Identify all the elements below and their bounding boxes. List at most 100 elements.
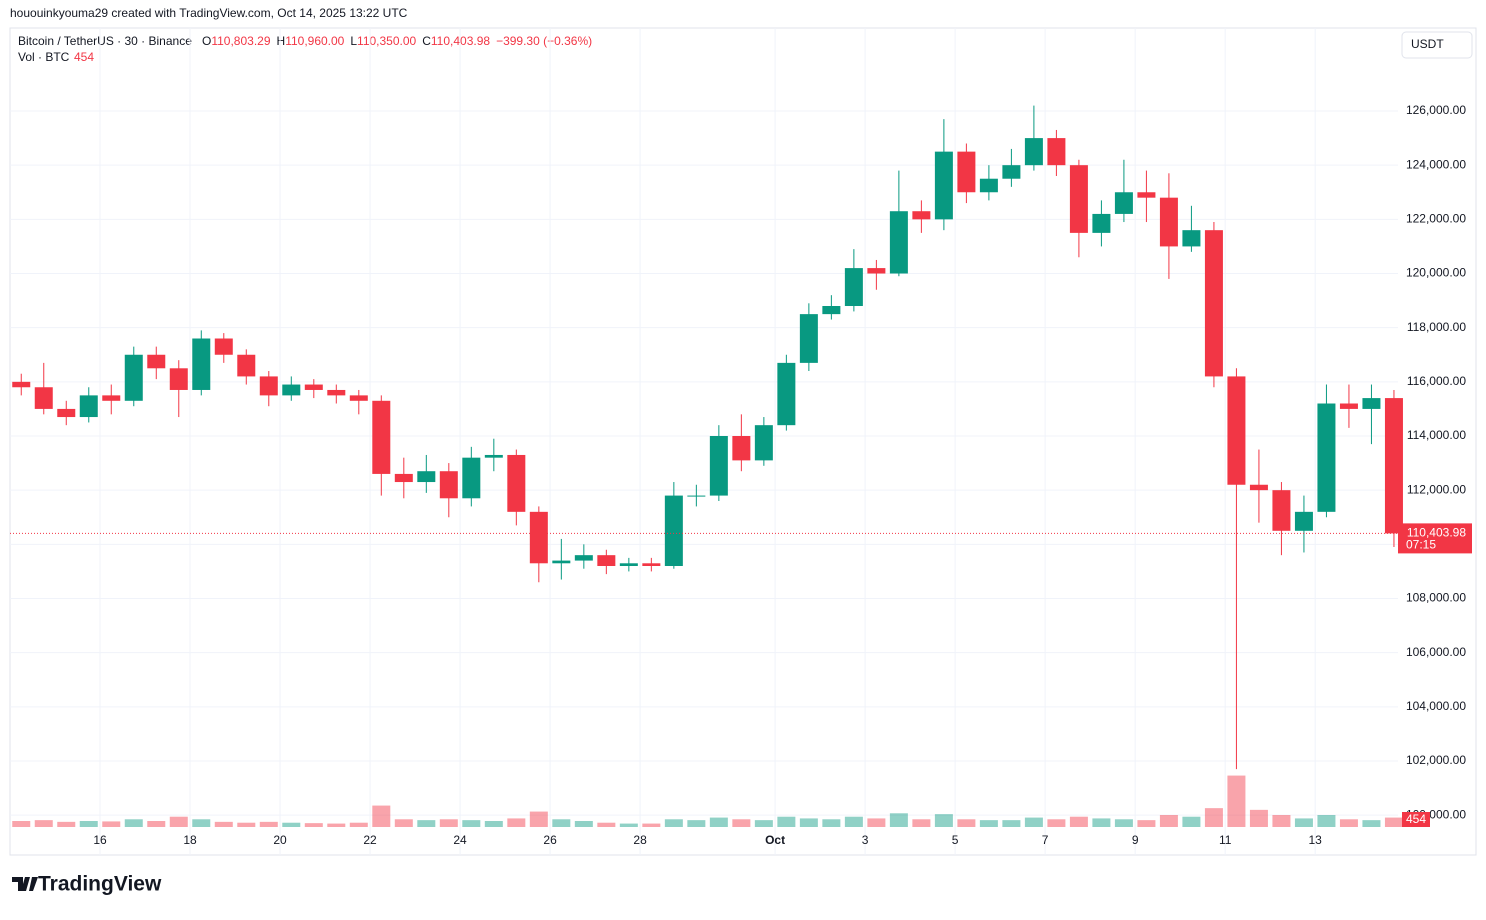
vol-tag: 454 xyxy=(1406,812,1426,826)
candle-body xyxy=(912,211,931,220)
x-tick-label: 16 xyxy=(93,833,107,847)
volume-bar xyxy=(1384,817,1403,827)
candle-body xyxy=(822,306,841,315)
volume-bar xyxy=(709,817,728,827)
volume-bar xyxy=(462,820,481,827)
candle-body xyxy=(642,563,661,566)
candle-body xyxy=(1159,197,1178,247)
volume-bar xyxy=(1024,817,1043,827)
volume-bar xyxy=(619,823,638,827)
candle-body xyxy=(1092,213,1111,233)
vol-box xyxy=(1402,812,1430,827)
candle-body xyxy=(147,354,166,369)
candle-body xyxy=(889,211,908,274)
volume-bar xyxy=(214,821,233,827)
x-tick-label: 20 xyxy=(273,833,287,847)
volume-bar xyxy=(1317,815,1336,827)
volume-bar xyxy=(1092,818,1111,827)
candle-body xyxy=(1182,230,1201,247)
y-tick-label: 116,000.00 xyxy=(1407,374,1466,388)
x-tick-label: 9 xyxy=(1132,833,1139,847)
brand-logo xyxy=(12,877,38,891)
volume-bar xyxy=(529,811,548,827)
volume-bar xyxy=(979,820,998,827)
x-tick-label: 22 xyxy=(363,833,377,847)
candle-body xyxy=(462,457,481,499)
candle-body xyxy=(372,400,391,474)
volume-bar xyxy=(259,821,278,827)
x-tick-label: 28 xyxy=(633,833,647,847)
volume-bar xyxy=(12,821,31,827)
volume-bar xyxy=(844,816,863,827)
volume-bar xyxy=(1204,808,1223,827)
y-tick-label: 108,000.00 xyxy=(1406,591,1466,605)
volume-bar xyxy=(304,823,323,827)
candle-body xyxy=(1137,192,1156,198)
currency-label: USDT xyxy=(1411,37,1444,51)
currency-button[interactable] xyxy=(1401,31,1473,59)
x-tick-label: 24 xyxy=(453,833,467,847)
countdown: 07:15 xyxy=(1406,538,1436,552)
volume-bar xyxy=(169,816,188,827)
volume-bar xyxy=(1272,815,1291,827)
header-l: 110,350.00 xyxy=(357,34,416,48)
candle-body xyxy=(619,563,638,566)
volume-bar xyxy=(1137,820,1156,827)
x-tick-label: 3 xyxy=(862,833,869,847)
volume-bar xyxy=(1002,820,1021,827)
candle-body xyxy=(349,395,368,401)
volume-bar xyxy=(912,819,931,827)
candle-body xyxy=(417,471,436,483)
candle-body xyxy=(1249,484,1268,491)
candle-body xyxy=(777,362,796,426)
vol-value: 454 xyxy=(74,50,94,64)
y-tick-label: 114,000.00 xyxy=(1407,428,1466,442)
header-c-label: C xyxy=(422,34,431,48)
volume-bar xyxy=(934,814,953,827)
candle-body xyxy=(34,387,53,409)
header-h: 110,960.00 xyxy=(285,34,344,48)
volume-bar xyxy=(1159,815,1178,827)
candle-body xyxy=(237,354,256,377)
candle-body xyxy=(754,425,773,461)
candle-body xyxy=(664,495,683,566)
x-tick-label: 7 xyxy=(1042,833,1049,847)
volume-bar xyxy=(867,818,886,827)
candle-body xyxy=(934,151,953,220)
volume-bar xyxy=(192,819,211,827)
y-tick-label: 106,000.00 xyxy=(1406,645,1466,659)
candle-body xyxy=(709,436,728,496)
candle-body xyxy=(1294,511,1313,531)
candle-body xyxy=(687,495,706,497)
volume-bar xyxy=(732,819,751,827)
candle-body xyxy=(529,511,548,564)
header-o-label: O xyxy=(202,34,211,48)
candle-body xyxy=(1317,403,1336,512)
candle-body xyxy=(597,555,616,566)
y-tick-label: 126,000.00 xyxy=(1406,103,1466,117)
candle-body xyxy=(304,384,323,390)
volume-bar xyxy=(394,819,413,827)
candle-body xyxy=(507,454,526,512)
candle-body xyxy=(1204,230,1223,377)
volume-bar xyxy=(889,813,908,827)
candle-body xyxy=(484,454,503,458)
volume-bar xyxy=(349,822,368,827)
vol-label: Vol · BTC xyxy=(18,50,70,64)
volume-bar xyxy=(777,816,796,827)
volume-bar xyxy=(507,818,526,827)
volume-bar xyxy=(1182,816,1201,827)
y-tick-label: 118,000.00 xyxy=(1407,320,1466,334)
header-h-label: H xyxy=(277,34,286,48)
candle-body xyxy=(394,473,413,483)
candle-body xyxy=(844,268,863,307)
volume-bar xyxy=(327,823,346,827)
candle-body xyxy=(79,395,98,418)
brand: TradingView xyxy=(38,873,162,896)
volume-bar xyxy=(597,822,616,827)
candle-body xyxy=(259,376,278,396)
x-tick-label: 18 xyxy=(183,833,197,847)
volume-bar xyxy=(1294,818,1313,827)
candle-body xyxy=(12,381,31,388)
